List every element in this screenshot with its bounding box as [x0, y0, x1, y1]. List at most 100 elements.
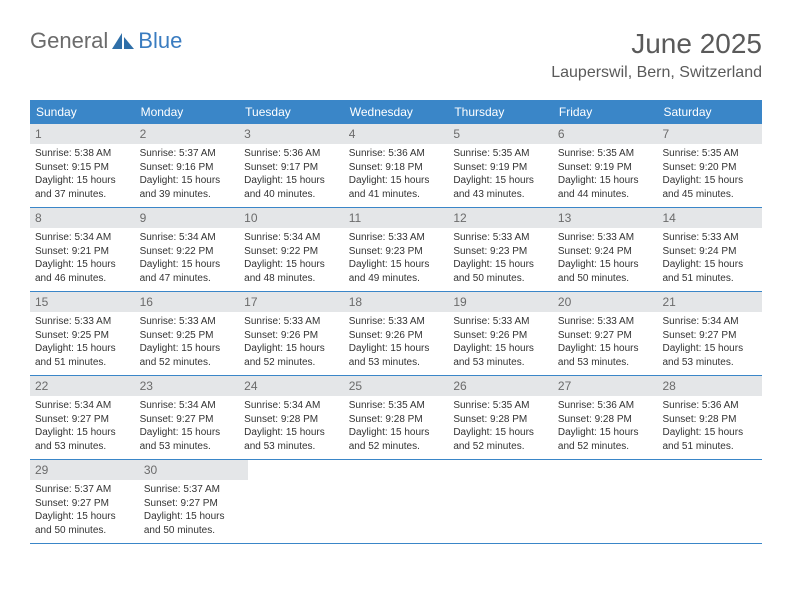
- empty-cell: [556, 460, 659, 543]
- sunrise-text: Sunrise: 5:34 AM: [662, 315, 757, 329]
- daylight-text: Daylight: 15 hours and 52 minutes.: [244, 342, 339, 369]
- day-cell: 4Sunrise: 5:36 AMSunset: 9:18 PMDaylight…: [344, 124, 449, 207]
- day-cell: 9Sunrise: 5:34 AMSunset: 9:22 PMDaylight…: [135, 208, 240, 291]
- day-number: 10: [239, 208, 344, 228]
- day-number: 15: [30, 292, 135, 312]
- day-number: 27: [553, 376, 658, 396]
- sunrise-text: Sunrise: 5:36 AM: [662, 399, 757, 413]
- day-cell: 8 Sunrise: 5:34 AMSunset: 9:21 PMDaylight…: [30, 208, 135, 291]
- empty-cell: [248, 460, 351, 543]
- sunrise-text: Sunrise: 5:37 AM: [140, 147, 235, 161]
- day-cell: 3Sunrise: 5:36 AMSunset: 9:17 PMDaylight…: [239, 124, 344, 207]
- sunset-text: Sunset: 9:28 PM: [453, 413, 548, 427]
- daylight-text: Daylight: 15 hours and 53 minutes.: [35, 426, 130, 453]
- day-number: 25: [344, 376, 449, 396]
- sunrise-text: Sunrise: 5:34 AM: [140, 231, 235, 245]
- day-content: Sunrise: 5:36 AMSunset: 9:28 PMDaylight:…: [556, 399, 655, 453]
- day-cell: 6 Sunrise: 5:35 AMSunset: 9:19 PMDaylight…: [553, 124, 658, 207]
- location: Lauperswil, Bern, Switzerland: [551, 64, 762, 82]
- day-content: Sunrise: 5:33 AMSunset: 9:23 PMDaylight:…: [347, 231, 446, 285]
- day-number: 23: [135, 376, 240, 396]
- day-cell: 19Sunrise: 5:33 AMSunset: 9:26 PMDayligh…: [448, 292, 553, 375]
- sunrise-text: Sunrise: 5:36 AM: [244, 147, 339, 161]
- sunrise-text: Sunrise: 5:38 AM: [35, 147, 130, 161]
- daylight-text: Daylight: 15 hours and 46 minutes.: [35, 258, 130, 285]
- sunset-text: Sunset: 9:16 PM: [140, 161, 235, 175]
- daylight-text: Daylight: 15 hours and 53 minutes.: [662, 342, 757, 369]
- daylight-text: Daylight: 15 hours and 44 minutes.: [558, 174, 653, 201]
- weekday-monday: Monday: [135, 100, 240, 124]
- daylight-text: Daylight: 15 hours and 48 minutes.: [244, 258, 339, 285]
- sunset-text: Sunset: 9:27 PM: [558, 329, 653, 343]
- sunrise-text: Sunrise: 5:35 AM: [453, 399, 548, 413]
- day-content: Sunrise: 5:37 AMSunset: 9:27 PMDaylight:…: [33, 483, 136, 537]
- sunset-text: Sunset: 9:22 PM: [244, 245, 339, 259]
- sunset-text: Sunset: 9:15 PM: [35, 161, 130, 175]
- day-number: 6: [553, 124, 658, 144]
- sunset-text: Sunset: 9:28 PM: [349, 413, 444, 427]
- sunset-text: Sunset: 9:27 PM: [662, 329, 757, 343]
- sunrise-text: Sunrise: 5:33 AM: [558, 231, 653, 245]
- sunrise-text: Sunrise: 5:33 AM: [453, 231, 548, 245]
- day-cell: 30 Sunrise: 5:37 AMSunset: 9:27 PMDayligh…: [139, 460, 248, 543]
- sunset-text: Sunset: 9:25 PM: [140, 329, 235, 343]
- calendar: SundayMondayTuesdayWednesdayThursdayFrid…: [30, 100, 762, 544]
- sunset-text: Sunset: 9:27 PM: [35, 413, 130, 427]
- day-cell: 17Sunrise: 5:33 AMSunset: 9:26 PMDayligh…: [239, 292, 344, 375]
- sunset-text: Sunset: 9:17 PM: [244, 161, 339, 175]
- day-number: 19: [448, 292, 553, 312]
- sunset-text: Sunset: 9:27 PM: [35, 497, 134, 511]
- sunrise-text: Sunrise: 5:33 AM: [349, 231, 444, 245]
- day-content: Sunrise: 5:36 AMSunset: 9:17 PMDaylight:…: [242, 147, 341, 201]
- day-number: 5: [448, 124, 553, 144]
- day-content: Sunrise: 5:34 AMSunset: 9:21 PMDaylight:…: [33, 231, 132, 285]
- day-cell: 11Sunrise: 5:33 AMSunset: 9:23 PMDayligh…: [344, 208, 449, 291]
- day-number: 24: [239, 376, 344, 396]
- day-content: Sunrise: 5:33 AMSunset: 9:27 PMDaylight:…: [556, 315, 655, 369]
- day-content: Sunrise: 5:35 AMSunset: 9:19 PMDaylight:…: [556, 147, 655, 201]
- day-number: 12: [448, 208, 553, 228]
- day-number: 8: [30, 208, 135, 228]
- sunset-text: Sunset: 9:24 PM: [662, 245, 757, 259]
- week-row: 15Sunrise: 5:33 AMSunset: 9:25 PMDayligh…: [30, 292, 762, 376]
- day-content: Sunrise: 5:38 AMSunset: 9:15 PMDaylight:…: [33, 147, 132, 201]
- day-cell: 13Sunrise: 5:33 AMSunset: 9:24 PMDayligh…: [553, 208, 658, 291]
- daylight-text: Daylight: 15 hours and 53 minutes.: [453, 342, 548, 369]
- weekday-header-row: SundayMondayTuesdayWednesdayThursdayFrid…: [30, 100, 762, 124]
- daylight-text: Daylight: 15 hours and 52 minutes.: [140, 342, 235, 369]
- daylight-text: Daylight: 15 hours and 53 minutes.: [140, 426, 235, 453]
- sunrise-text: Sunrise: 5:36 AM: [558, 399, 653, 413]
- sunrise-text: Sunrise: 5:34 AM: [35, 399, 130, 413]
- logo: General Blue: [30, 28, 182, 54]
- day-cell: 18Sunrise: 5:33 AMSunset: 9:26 PMDayligh…: [344, 292, 449, 375]
- week-row: 1Sunrise: 5:38 AMSunset: 9:15 PMDaylight…: [30, 124, 762, 208]
- day-cell: 7Sunrise: 5:35 AMSunset: 9:20 PMDaylight…: [657, 124, 762, 207]
- sunset-text: Sunset: 9:27 PM: [144, 497, 243, 511]
- sunrise-text: Sunrise: 5:37 AM: [144, 483, 243, 497]
- daylight-text: Daylight: 15 hours and 53 minutes.: [244, 426, 339, 453]
- day-content: Sunrise: 5:33 AMSunset: 9:23 PMDaylight:…: [451, 231, 550, 285]
- title-block: June 2025 Lauperswil, Bern, Switzerland: [551, 28, 762, 82]
- header: General Blue June 2025 Lauperswil, Bern,…: [30, 28, 762, 82]
- day-number: 30: [139, 460, 248, 480]
- sunrise-text: Sunrise: 5:33 AM: [662, 231, 757, 245]
- day-cell: 26Sunrise: 5:35 AMSunset: 9:28 PMDayligh…: [448, 376, 553, 459]
- day-number: 29: [30, 460, 139, 480]
- daylight-text: Daylight: 15 hours and 50 minutes.: [144, 510, 243, 537]
- day-content: Sunrise: 5:36 AMSunset: 9:28 PMDaylight:…: [660, 399, 759, 453]
- sunset-text: Sunset: 9:28 PM: [558, 413, 653, 427]
- day-cell: 12 Sunrise: 5:33 AMSunset: 9:23 PMDayligh…: [448, 208, 553, 291]
- day-number: 13: [553, 208, 658, 228]
- day-cell: 10Sunrise: 5:34 AMSunset: 9:22 PMDayligh…: [239, 208, 344, 291]
- daylight-text: Daylight: 15 hours and 50 minutes.: [558, 258, 653, 285]
- day-cell: 25Sunrise: 5:35 AMSunset: 9:28 PMDayligh…: [344, 376, 449, 459]
- sunrise-text: Sunrise: 5:36 AM: [349, 147, 444, 161]
- day-cell: 24Sunrise: 5:34 AMSunset: 9:28 PMDayligh…: [239, 376, 344, 459]
- day-cell: 27 Sunrise: 5:36 AMSunset: 9:28 PMDayligh…: [553, 376, 658, 459]
- daylight-text: Daylight: 15 hours and 53 minutes.: [558, 342, 653, 369]
- daylight-text: Daylight: 15 hours and 51 minutes.: [662, 258, 757, 285]
- day-cell: 22Sunrise: 5:34 AMSunset: 9:27 PMDayligh…: [30, 376, 135, 459]
- day-cell: 5Sunrise: 5:35 AMSunset: 9:19 PMDaylight…: [448, 124, 553, 207]
- sunset-text: Sunset: 9:25 PM: [35, 329, 130, 343]
- sunset-text: Sunset: 9:26 PM: [453, 329, 548, 343]
